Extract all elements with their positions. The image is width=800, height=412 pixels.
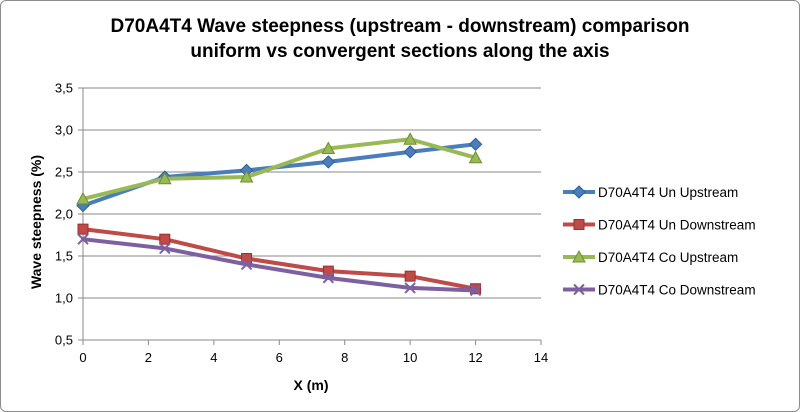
data-point-4-2 bbox=[159, 242, 171, 255]
series-4 bbox=[77, 233, 482, 297]
legend-marker-4 bbox=[573, 283, 585, 296]
data-point-3-4 bbox=[321, 141, 336, 154]
x-tick-label-4: 8 bbox=[341, 350, 348, 365]
data-point-1-4 bbox=[321, 155, 336, 169]
legend-marker-3 bbox=[572, 249, 586, 263]
y-axis-label: Wave steepness (%) bbox=[28, 155, 44, 289]
chart-title-line-1: D70A4T4 Wave steepness (upstream - downs… bbox=[110, 16, 690, 37]
legend-label-1: D70A4T4 Un Upstream bbox=[598, 185, 738, 200]
series-1 bbox=[76, 137, 483, 213]
x-tick-label-7: 14 bbox=[534, 350, 548, 365]
data-point-2-1 bbox=[77, 223, 89, 235]
y-tick-label-0: 0,5 bbox=[55, 333, 73, 348]
data-point-3-1 bbox=[76, 191, 90, 205]
series-line-2 bbox=[81, 227, 478, 291]
data-point-2-2 bbox=[159, 233, 171, 245]
series-layer bbox=[76, 132, 483, 297]
legend-label-3: D70A4T4 Co Upstream bbox=[598, 250, 738, 265]
y-tick-labels: 0,5 1,0 1,5 2,0 2,5 3,0 3,5 bbox=[55, 81, 73, 348]
x-tick-label-5: 10 bbox=[403, 350, 417, 365]
legend-entry-3: D70A4T4 Co Upstream bbox=[563, 249, 738, 265]
series-3 bbox=[76, 132, 483, 205]
data-point-4-6 bbox=[469, 284, 482, 297]
data-point-4-5 bbox=[404, 282, 416, 294]
axes bbox=[78, 87, 542, 345]
legend-marker-1 bbox=[572, 185, 586, 199]
x-tick-label-2: 4 bbox=[210, 350, 217, 365]
x-tick-label-0: 0 bbox=[79, 350, 86, 365]
series-2 bbox=[77, 223, 482, 295]
x-tick-label-1: 2 bbox=[145, 350, 152, 365]
y-tick-label-2: 1,5 bbox=[55, 249, 73, 264]
x-tick-labels: 0 2 4 6 8 10 12 14 bbox=[79, 350, 548, 365]
chart-title-line-2: uniform vs convergent sections along the… bbox=[190, 41, 610, 62]
series-line-3 bbox=[81, 137, 478, 201]
legend-label-2: D70A4T4 Un Downstream bbox=[598, 218, 756, 233]
series-line-1 bbox=[81, 142, 478, 208]
x-axis-label: X (m) bbox=[294, 377, 329, 393]
y-tick-label-3: 2,0 bbox=[55, 207, 73, 222]
data-point-3-3 bbox=[239, 169, 254, 183]
data-point-3-5 bbox=[403, 132, 417, 145]
data-point-2-5 bbox=[404, 270, 416, 282]
y-tick-label-6: 3,5 bbox=[55, 81, 73, 96]
chart-title: D70A4T4 Wave steepness (upstream - downs… bbox=[0, 14, 800, 64]
data-point-3-2 bbox=[157, 171, 172, 185]
data-point-1-6 bbox=[468, 137, 483, 151]
data-point-4-4 bbox=[322, 272, 335, 284]
legend-entry-4: D70A4T4 Co Downstream bbox=[563, 283, 756, 298]
y-tick-label-1: 1,0 bbox=[55, 291, 73, 306]
data-point-4-1 bbox=[77, 233, 89, 245]
series-line-4 bbox=[81, 237, 478, 293]
legend: D70A4T4 Un Upstream D70A4T4 Un Downstream… bbox=[563, 185, 756, 298]
legend-marker-2 bbox=[573, 219, 585, 230]
data-point-4-3 bbox=[240, 258, 253, 271]
legend-label-4: D70A4T4 Co Downstream bbox=[598, 283, 756, 298]
data-point-3-6 bbox=[468, 150, 483, 164]
legend-entry-1: D70A4T4 Un Upstream bbox=[563, 185, 738, 200]
x-tick-label-3: 6 bbox=[276, 350, 283, 365]
gridlines bbox=[83, 87, 541, 299]
legend-entry-2: D70A4T4 Un Downstream bbox=[563, 218, 756, 233]
data-point-1-5 bbox=[403, 145, 417, 159]
x-tick-label-6: 12 bbox=[468, 350, 482, 365]
y-tick-label-4: 2,5 bbox=[55, 165, 73, 180]
y-tick-label-5: 3,0 bbox=[55, 123, 73, 138]
